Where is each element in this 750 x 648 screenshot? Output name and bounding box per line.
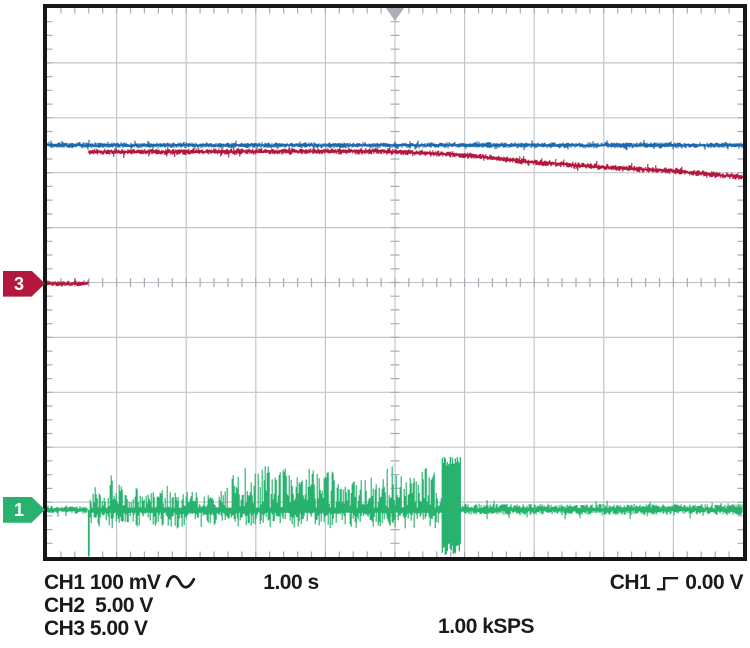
trigger-readout: CH1 0.00 V (609, 571, 744, 594)
rising-edge-icon (657, 576, 679, 590)
trigger-position-icon (386, 8, 404, 21)
ch1-scale-readout: CH1 100 mV (44, 572, 197, 594)
timebase-readout: 1.00 s (263, 571, 319, 594)
ch3-marker-label: 3 (13, 273, 24, 294)
scope-screen (43, 4, 747, 561)
ch3-scale-readout: CH3 5.00 V (44, 617, 148, 640)
waveform-plot (47, 8, 743, 557)
acquisition-readout: 1.00 kSPS 10k Points (406, 572, 566, 648)
ac-coupling-sine-icon (166, 575, 196, 589)
ch1-scale-text: CH1 100 mV (44, 571, 161, 594)
ch1-reference-marker: 1 (3, 496, 45, 523)
trigger-level-text: 0.00 V (685, 571, 743, 594)
ch1-marker-label: 1 (13, 499, 24, 520)
trigger-source-text: CH1 (609, 571, 651, 594)
ch3-reference-marker: 3 (3, 270, 45, 297)
sample-rate-readout: 1.00 kSPS (438, 615, 534, 638)
ch2-scale-readout: CH2 5.00 V (44, 594, 153, 617)
